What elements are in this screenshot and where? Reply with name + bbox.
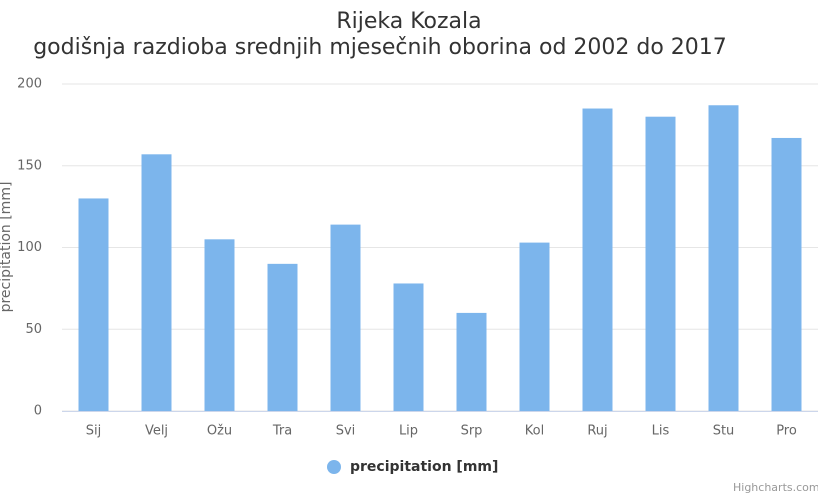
y-tick-label: 50 xyxy=(25,322,42,337)
x-tick-label: Ruj xyxy=(587,424,607,439)
y-tick-label: 100 xyxy=(17,240,42,255)
x-tick-label: Sij xyxy=(86,424,101,439)
bar xyxy=(519,242,550,411)
x-tick-label: Stu xyxy=(713,424,735,439)
chart-title: Rijeka Kozala xyxy=(336,9,481,34)
y-tick-label: 150 xyxy=(17,158,42,173)
bar xyxy=(582,108,613,412)
bar xyxy=(141,154,172,411)
x-tick-label: Lip xyxy=(399,424,418,439)
x-tick-label: Pro xyxy=(776,424,797,439)
legend-label: precipitation [mm] xyxy=(350,459,498,475)
bar xyxy=(456,312,487,411)
bar xyxy=(771,137,802,411)
bar xyxy=(204,239,235,411)
x-tick-label: Svi xyxy=(336,424,356,439)
y-tick-label: 0 xyxy=(34,404,42,419)
credits: Highcharts.com xyxy=(733,481,818,493)
x-tick-label: Ožu xyxy=(207,424,232,439)
legend-marker xyxy=(327,460,341,474)
bar xyxy=(78,198,109,411)
chart-subtitle: godišnja razdioba srednjih mjesečnih obo… xyxy=(33,35,727,60)
x-tick-label: Srp xyxy=(461,424,483,439)
x-tick-label: Lis xyxy=(652,424,670,439)
x-tick-label: Tra xyxy=(272,424,292,439)
bar xyxy=(267,263,298,411)
y-tick-label: 200 xyxy=(17,77,42,92)
bar xyxy=(645,116,676,411)
y-axis-label: precipitation [mm] xyxy=(0,182,14,313)
bar xyxy=(708,105,739,411)
bar xyxy=(393,283,424,411)
x-tick-label: Kol xyxy=(525,424,544,439)
bar xyxy=(330,224,361,411)
x-tick-label: Velj xyxy=(145,424,168,439)
